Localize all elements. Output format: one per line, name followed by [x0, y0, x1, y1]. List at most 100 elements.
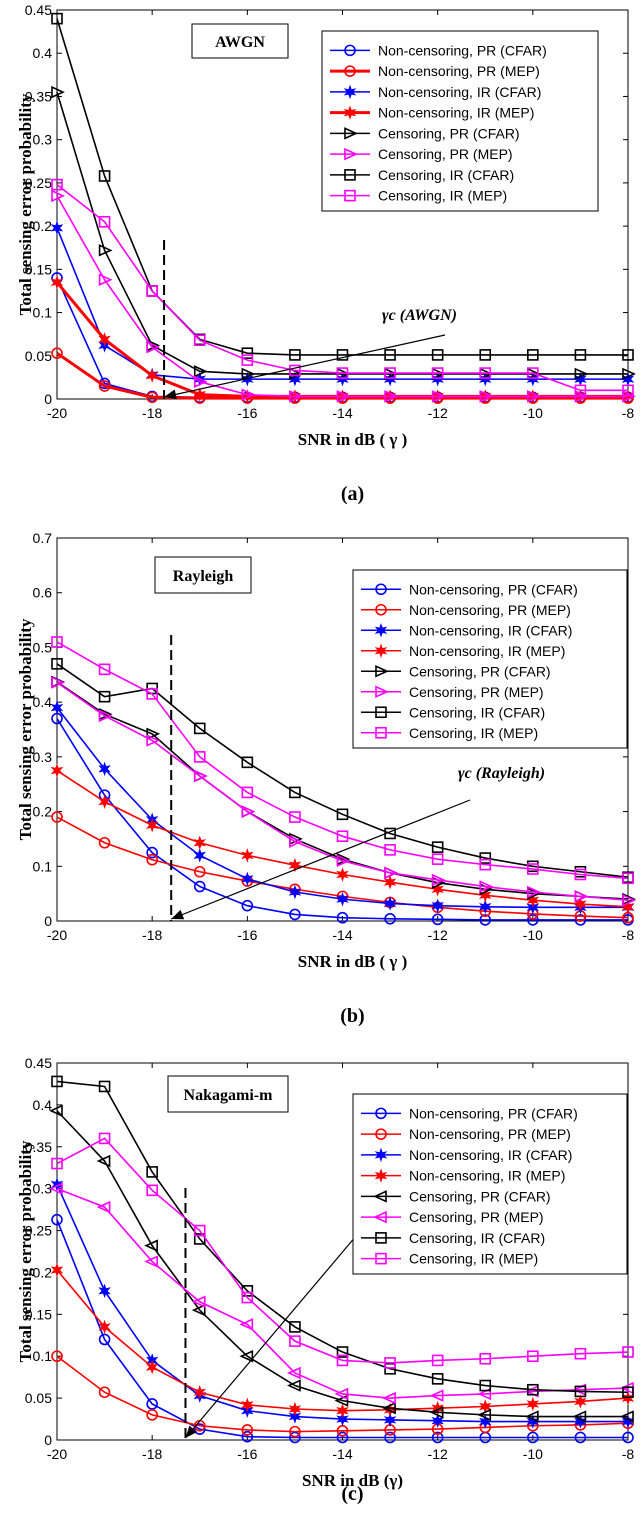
y-tick-label: 0.1	[33, 305, 53, 321]
arrow-head-icon	[164, 389, 177, 400]
x-tick-label: -18	[142, 405, 162, 421]
data-point-s5-5	[241, 367, 256, 381]
legend-label-5: Censoring, PR (CFAR)	[409, 663, 551, 679]
data-point-s2-6	[289, 1425, 301, 1438]
data-point-s1-11	[527, 1431, 539, 1444]
data-point-s7-1	[51, 658, 63, 670]
legend-label-5: Censoring, PR (CFAR)	[378, 125, 520, 141]
data-point-s5-12	[572, 1410, 587, 1423]
data-point-s4-4	[193, 835, 207, 850]
x-axis-label: SNR in dB (γ)	[302, 1471, 403, 1490]
data-point-s4-6	[288, 1401, 302, 1417]
series-line-5	[56, 1110, 628, 1418]
series-line-1	[56, 718, 628, 921]
data-point-s8-9	[431, 1354, 444, 1367]
data-point-s6-6	[289, 390, 303, 403]
data-point-s7-12	[574, 1385, 587, 1398]
legend-marker-6	[344, 147, 358, 161]
y-tick-label: 0.7	[33, 530, 53, 546]
legend-label-3: Non-censoring, IR (CFAR)	[409, 622, 572, 638]
y-tick-label: 0.6	[33, 585, 53, 601]
series-line-7	[56, 1080, 629, 1394]
data-point-s1-9	[431, 1431, 444, 1444]
x-tick-label: -16	[237, 1446, 257, 1462]
data-point-s6-7	[336, 390, 351, 403]
data-point-s4-3	[145, 818, 159, 833]
data-point-s6-1	[49, 1182, 63, 1195]
data-point-s1-5	[241, 899, 254, 912]
data-point-s7-9	[431, 349, 444, 361]
data-point-s7-10	[479, 349, 492, 361]
legend-label-1: Non-censoring, PR (CFAR)	[378, 42, 547, 58]
x-tick-label: -18	[142, 927, 162, 943]
data-point-s1-6	[289, 908, 301, 921]
data-point-s1-12	[574, 914, 587, 926]
data-point-s1-4	[193, 880, 206, 893]
y-tick-label: 0.15	[25, 1306, 52, 1322]
data-point-s8-7	[336, 367, 349, 379]
legend-label-6: Censoring, PR (MEP)	[409, 1209, 544, 1225]
data-point-s2-3	[146, 853, 158, 866]
data-point-s3-4	[193, 848, 207, 863]
legend-label-8: Censoring, IR (MEP)	[409, 1251, 538, 1267]
data-point-s8-5	[241, 354, 254, 366]
data-point-s4-4	[193, 1385, 207, 1400]
data-point-s5-13	[620, 1410, 634, 1423]
y-tick-label: 0.05	[25, 348, 52, 364]
data-point-s8-2	[98, 215, 111, 228]
legend-marker-2	[375, 603, 387, 616]
legend-label-6: Censoring, PR (MEP)	[409, 684, 544, 700]
data-point-s6-1	[51, 189, 65, 203]
series-line-8	[56, 641, 629, 880]
data-point-s4-6	[288, 857, 302, 873]
legend-marker-1	[375, 1107, 387, 1120]
data-point-s1-2	[98, 1333, 111, 1346]
legend-marker-4	[374, 1168, 388, 1183]
data-point-s6-6	[286, 1366, 301, 1380]
y-tick-label: 0.2	[33, 804, 53, 820]
legend-label-4: Non-censoring, IR (MEP)	[409, 643, 565, 659]
data-point-s6-10	[477, 1387, 492, 1401]
data-point-s3-1	[50, 700, 64, 715]
data-point-s8-11	[527, 367, 539, 379]
series-line-8	[56, 183, 628, 392]
data-point-s7-5	[241, 347, 254, 359]
y-tick-label: 0.45	[25, 2, 52, 18]
y-axis-label: Total sensing error probability	[16, 93, 35, 315]
data-point-s7-13	[622, 1386, 634, 1399]
legend-marker-1	[375, 583, 387, 596]
data-point-s7-7	[336, 349, 349, 361]
data-point-s7-12	[574, 349, 587, 361]
data-point-s4-5	[241, 1397, 254, 1413]
x-tick-label: -12	[428, 927, 448, 943]
data-point-s3-2	[98, 1283, 111, 1299]
data-point-s8-4	[193, 1224, 206, 1237]
data-point-s3-6	[288, 1409, 302, 1424]
data-point-s8-8	[384, 367, 396, 379]
data-point-s8-13	[622, 384, 634, 397]
arrow-head-icon	[185, 1425, 198, 1438]
data-point-s1-12	[574, 1431, 587, 1444]
legend-marker-5	[373, 1190, 387, 1203]
data-point-s5-11	[524, 1410, 539, 1423]
legend-label-4: Non-censoring, IR (MEP)	[378, 105, 534, 121]
data-point-s1-3	[146, 1398, 158, 1410]
data-point-s7-2	[98, 690, 111, 703]
data-point-s5-1	[51, 85, 65, 99]
data-point-s2-3	[146, 391, 158, 404]
x-tick-label: -16	[237, 405, 257, 421]
y-tick-label: 0.25	[25, 175, 52, 191]
legend-marker-5	[344, 127, 358, 140]
data-point-s3-7	[336, 1411, 349, 1427]
data-point-s3-8	[383, 1412, 397, 1428]
data-point-s6-2	[96, 1200, 111, 1214]
data-point-s7-2	[98, 1080, 111, 1093]
x-tick-label: -20	[47, 927, 67, 943]
data-point-s4-1	[50, 1262, 64, 1278]
data-point-s6-2	[98, 709, 113, 723]
legend-label-1: Non-censoring, PR (CFAR)	[409, 581, 578, 597]
annotation-arrow	[170, 799, 471, 920]
data-point-s4-11	[526, 1396, 540, 1412]
data-point-s6-1	[51, 676, 65, 689]
data-point-s8-6	[289, 811, 301, 823]
